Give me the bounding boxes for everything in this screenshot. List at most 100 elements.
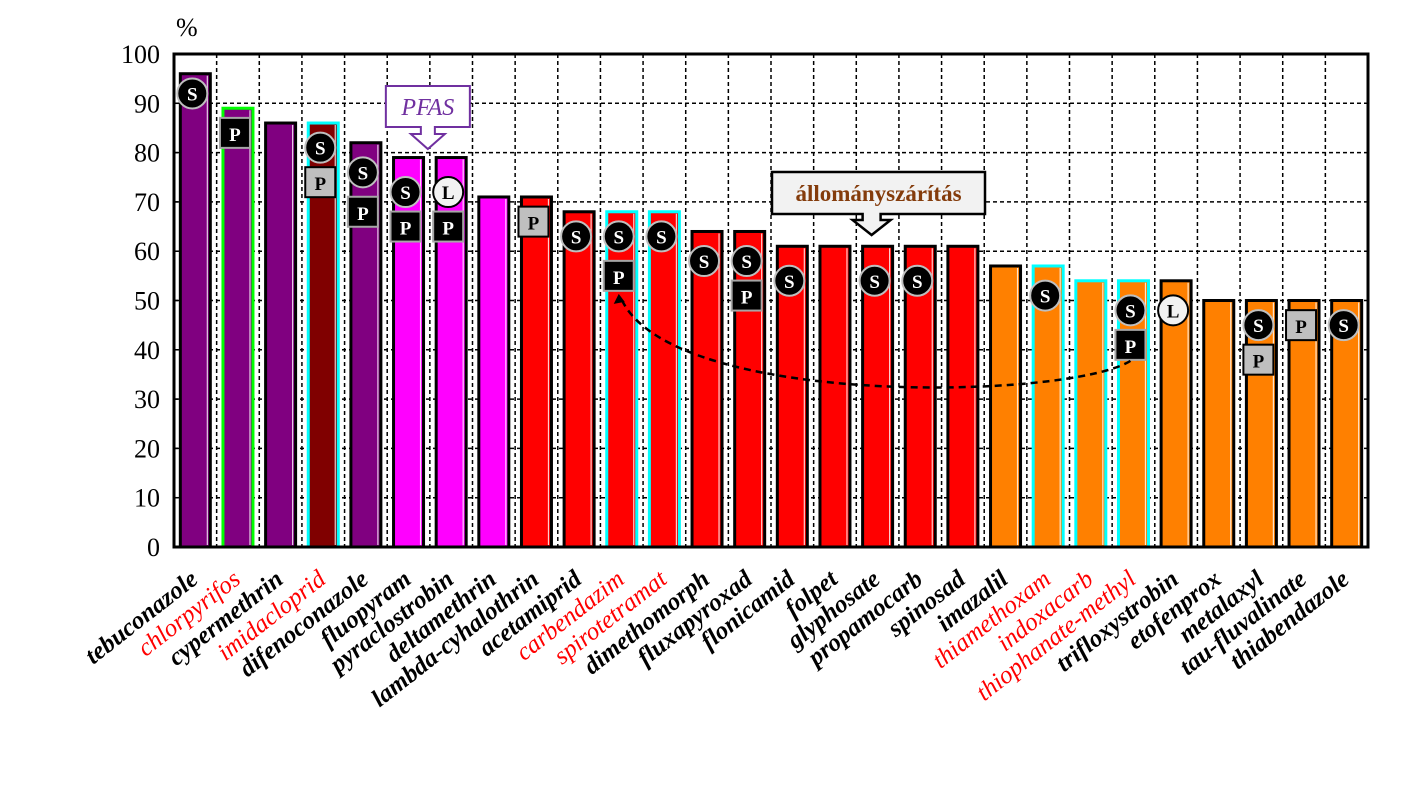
badge-letter: P — [1125, 337, 1137, 358]
s-badge-icon: S — [645, 220, 678, 253]
bar-spinosad — [946, 244, 980, 549]
bar — [946, 244, 980, 549]
badge-letter: S — [1253, 316, 1264, 337]
bar — [690, 229, 724, 549]
y-axis-ticks: 0 10 20 30 40 50 60 70 80 90 100 — [121, 40, 180, 562]
s-badge-icon: S — [688, 245, 721, 278]
bar — [221, 106, 255, 549]
s-badge-icon: S — [176, 77, 209, 110]
x-axis-labels: tebuconazolechlorpyrifoscypermethrinimid… — [80, 565, 1354, 713]
bar-chlorpyrifos — [221, 106, 255, 549]
badge-letter: P — [1295, 317, 1307, 338]
p-badge-gray-icon: P — [1285, 309, 1318, 342]
bar-acetamiprid — [562, 210, 596, 549]
bar — [647, 210, 681, 549]
badge-letter: S — [187, 84, 198, 105]
badge-letter: S — [741, 252, 752, 273]
y-tick-label: 20 — [134, 434, 160, 463]
y-tick-label: 70 — [134, 188, 160, 217]
y-tick-label: 10 — [134, 484, 160, 513]
y-tick-label: 40 — [134, 336, 160, 365]
bar-indoxacarb — [1074, 279, 1108, 549]
s-badge-icon: S — [389, 176, 422, 209]
bar-tebuconazole — [178, 72, 212, 549]
s-badge-icon: S — [304, 131, 337, 164]
arrow-head — [613, 293, 625, 304]
bar-folpet — [818, 244, 852, 549]
bar-fluxapyroxad — [733, 229, 767, 549]
badge-letter: S — [315, 139, 326, 160]
y-tick-label: 90 — [134, 89, 160, 118]
bar — [477, 195, 511, 549]
y-axis-unit-label: % — [176, 13, 198, 42]
pfas-callout: PFAS — [384, 85, 471, 151]
badge-letter: P — [357, 204, 369, 225]
badge-letter: S — [784, 272, 795, 293]
p-badge-gray-icon: P — [304, 166, 337, 199]
badge-letter: P — [528, 214, 540, 235]
bar-spirotetramat — [647, 210, 681, 549]
y-tick-label: 60 — [134, 237, 160, 266]
badge-letter: S — [1125, 301, 1136, 322]
p-badge-black-icon: P — [1114, 328, 1147, 361]
s-badge-icon: S — [1029, 279, 1062, 312]
curved-dashed-arrow — [613, 293, 1132, 389]
badge-letter: S — [1338, 316, 1349, 337]
badge-letter: S — [656, 227, 667, 248]
s-badge-icon: S — [1114, 294, 1147, 327]
p-badge-black-icon: P — [346, 195, 379, 228]
s-badge-icon: S — [1327, 309, 1360, 342]
p-badge-gray-icon: P — [517, 205, 550, 238]
p-badge-black-icon: P — [432, 210, 465, 243]
drying-callout: állományszárítás — [770, 170, 987, 237]
bar-cypermethrin — [264, 121, 298, 549]
s-badge-icon: S — [730, 245, 763, 278]
badge-letter: S — [869, 272, 880, 293]
bar-deltamethrin — [477, 195, 511, 549]
pfas-callout-text: PFAS — [400, 95, 454, 121]
plot-frame — [172, 52, 1370, 549]
badge-letter: S — [613, 227, 624, 248]
badge-letter: P — [314, 174, 326, 195]
l-badge-icon: L — [432, 176, 465, 209]
y-tick-label: 100 — [121, 40, 160, 69]
s-badge-icon: S — [560, 220, 593, 253]
bar — [562, 210, 596, 549]
s-badge-icon: S — [858, 264, 891, 297]
bar — [733, 229, 767, 549]
badge-letter: S — [400, 183, 411, 204]
bar — [178, 72, 212, 549]
badge-letter: S — [1040, 287, 1051, 308]
p-badge-black-icon: P — [602, 259, 635, 292]
s-badge-icon: S — [901, 264, 934, 297]
arrow-path — [621, 301, 1132, 389]
s-badge-icon: S — [773, 264, 806, 297]
bar — [519, 195, 553, 549]
y-tick-label: 80 — [134, 139, 160, 168]
bar-thiabendazole — [1330, 299, 1364, 549]
badge-letter: L — [1167, 301, 1180, 322]
s-badge-icon: S — [346, 156, 379, 189]
p-badge-black-icon: P — [389, 210, 422, 243]
bar-imazalil — [989, 264, 1023, 549]
pfas-callout-shape — [384, 85, 471, 151]
bar — [264, 121, 298, 549]
badge-letter: L — [442, 183, 455, 204]
l-badge-icon: L — [1157, 294, 1190, 327]
badge-letter: P — [613, 268, 625, 289]
badge-letter: P — [741, 288, 753, 309]
badge-letter: P — [1253, 352, 1265, 373]
badge-letter: P — [442, 219, 454, 240]
bar-lambda-cyhalothrin — [519, 195, 553, 549]
y-tick-label: 50 — [134, 287, 160, 316]
p-badge-black-icon: P — [218, 116, 251, 149]
s-badge-icon: S — [1242, 309, 1275, 342]
bar — [1287, 299, 1321, 549]
bar — [1074, 279, 1108, 549]
y-tick-label: 0 — [147, 533, 160, 562]
bar — [818, 244, 852, 549]
bar — [1202, 299, 1236, 549]
badge-letter: P — [400, 219, 412, 240]
